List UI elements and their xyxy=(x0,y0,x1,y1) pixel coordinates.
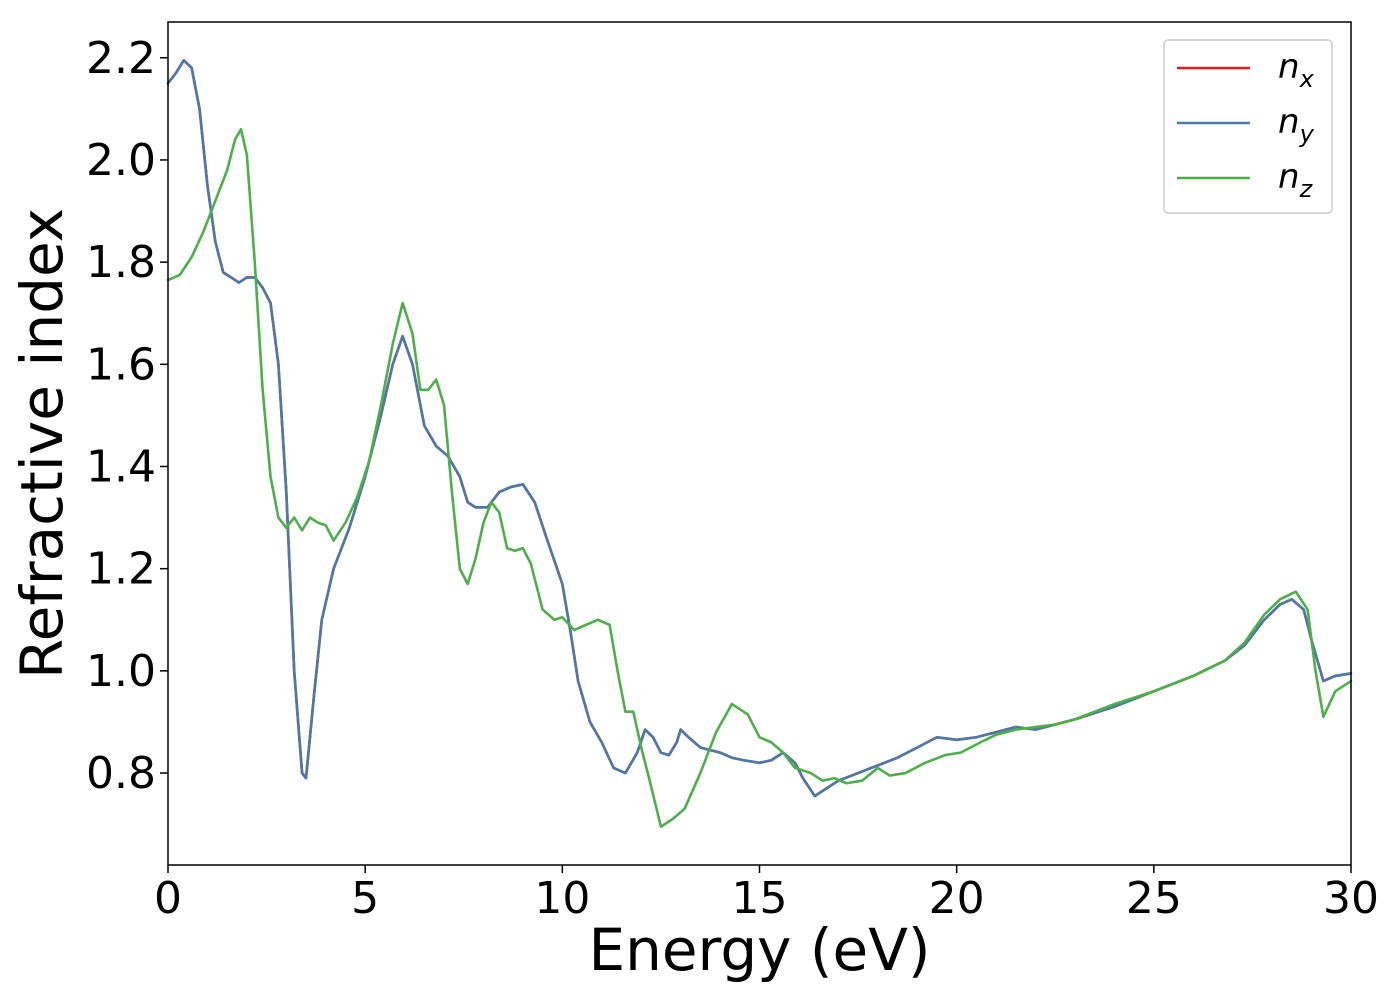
y-axis-title: Refractive index xyxy=(8,208,76,679)
y-tick-label: 2.2 xyxy=(86,33,156,84)
y-tick-label: 1.8 xyxy=(86,237,156,288)
legend-box xyxy=(1163,39,1333,214)
x-tick-label: 25 xyxy=(1126,873,1182,924)
series-line-n-z xyxy=(166,127,1353,828)
x-tick-label: 20 xyxy=(929,873,985,924)
y-tick-label: 1.6 xyxy=(86,339,156,390)
y-axis: 0.8 1.0 1.2 1.4 1.6 1.8 2.0 2.2 xyxy=(86,33,168,799)
y-tick-label: 1.4 xyxy=(86,441,156,492)
x-tick-label: 10 xyxy=(534,873,590,924)
series-layer xyxy=(166,59,1353,828)
legend-label-n-y: ny xyxy=(1278,102,1315,148)
legend: nx ny nz xyxy=(1163,39,1333,214)
y-tick-label: 1.0 xyxy=(86,646,156,697)
x-axis-title: Energy (eV) xyxy=(588,916,930,984)
x-axis: 0 5 10 15 20 25 30 xyxy=(154,865,1379,924)
x-tick-label: 5 xyxy=(351,873,379,924)
y-tick-label: 1.2 xyxy=(86,544,156,595)
series-line-n-y xyxy=(166,59,1353,798)
y-tick-label: 2.0 xyxy=(86,135,156,186)
x-tick-label: 0 xyxy=(154,873,182,924)
legend-label-n-z: nz xyxy=(1278,157,1314,203)
legend-label-n-x: nx xyxy=(1278,47,1315,93)
y-tick-label: 0.8 xyxy=(86,748,156,799)
x-tick-label: 30 xyxy=(1323,873,1379,924)
x-tick-label: 15 xyxy=(732,873,788,924)
